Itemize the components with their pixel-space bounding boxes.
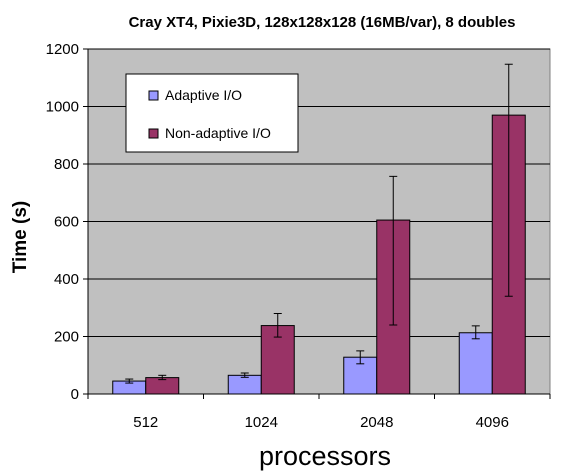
y-tick-label: 400 (54, 271, 79, 288)
y-tick-label: 1200 (46, 41, 79, 58)
x-tick-label: 2048 (360, 414, 393, 431)
bar-adaptive-4096 (458, 332, 493, 395)
bar-adaptive-1024 (227, 374, 262, 395)
legend-label-non-adaptive: Non-adaptive I/O (165, 125, 271, 141)
y-tick-label: 0 (71, 386, 79, 403)
legend-box (125, 73, 299, 153)
x-tick-label: 4096 (476, 414, 509, 431)
legend-swatch-adaptive (148, 90, 159, 101)
legend-label-adaptive: Adaptive I/O (165, 87, 242, 103)
chart-title: Cray XT4, Pixie3D, 128x128x128 (16MB/var… (129, 14, 516, 31)
legend: Adaptive I/O Non-adaptive I/O (125, 73, 299, 153)
legend-swatch-non-adaptive (148, 128, 159, 139)
y-tick-label: 800 (54, 156, 79, 173)
x-tick-label: 1024 (245, 414, 278, 431)
y-tick-label: 1000 (46, 99, 79, 116)
x-axis-label: processors (259, 441, 391, 471)
y-tick-label: 200 (54, 329, 79, 346)
y-axis-label: Time (s) (10, 201, 31, 274)
x-tick-label: 512 (133, 414, 158, 431)
y-tick-label: 600 (54, 214, 79, 231)
